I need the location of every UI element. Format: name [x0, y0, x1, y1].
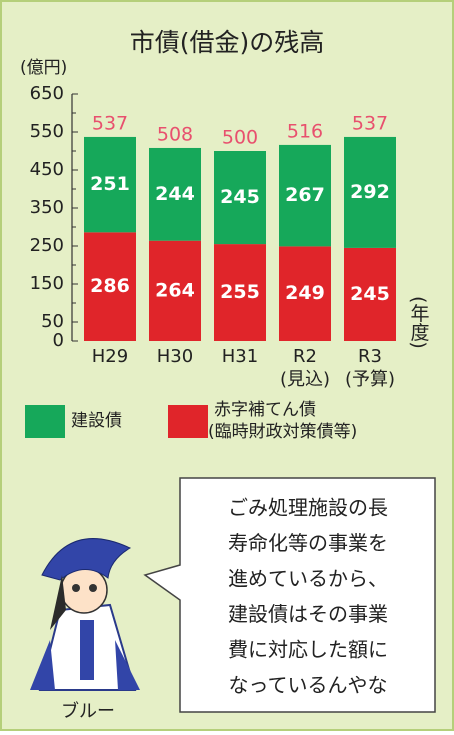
- total-label: 508: [157, 123, 193, 145]
- y-tick-label: 350: [30, 197, 64, 218]
- x-tick-label: H29: [92, 346, 128, 367]
- speech-line: 費に対応した額に: [228, 638, 388, 662]
- value-label: 267: [285, 184, 325, 206]
- value-label: 249: [285, 282, 325, 304]
- legend-label: 赤字補てん債: [214, 400, 316, 420]
- value-label: 245: [350, 283, 390, 305]
- total-label: 500: [222, 127, 258, 149]
- legend-swatch: [168, 405, 208, 438]
- chart-title: 市債(借金)の残高: [130, 28, 325, 57]
- x-tick-note: (見込): [280, 369, 330, 390]
- value-label: 245: [220, 186, 260, 208]
- total-label: 537: [92, 112, 128, 134]
- y-tick-label: 450: [30, 159, 64, 180]
- y-tick-label: 50: [41, 311, 64, 332]
- y-tick-label: 650: [30, 83, 64, 104]
- value-label: 286: [90, 275, 130, 297]
- x-tick-label: H30: [157, 346, 193, 367]
- total-label: 537: [352, 112, 388, 134]
- speech-line: 進めているから、: [228, 567, 388, 591]
- y-tick-label: 550: [30, 121, 64, 142]
- y-tick-label: 250: [30, 235, 64, 256]
- value-label: 244: [155, 183, 195, 205]
- speech-line: 寿命化等の事業を: [228, 531, 388, 555]
- x-tick-label: R2: [293, 346, 317, 367]
- value-label: 264: [155, 279, 195, 301]
- legend-label: 建設債: [71, 411, 122, 431]
- speech-line: なっているんやな: [229, 673, 388, 697]
- value-label: 292: [350, 181, 390, 203]
- legend-note: (臨時財政対策債等): [208, 422, 357, 442]
- x-axis-label: (年度): [408, 296, 430, 349]
- total-label: 516: [287, 120, 323, 142]
- x-tick-note: (予算): [345, 369, 395, 390]
- value-label: 255: [220, 281, 260, 303]
- speech-line: ごみ処理施設の長: [228, 496, 388, 520]
- y-axis-label: (億円): [20, 58, 67, 78]
- x-tick-label: R3: [358, 346, 382, 367]
- character-name: ブルー: [61, 700, 115, 722]
- x-tick-label: H31: [222, 346, 258, 367]
- y-tick-label: 150: [30, 273, 64, 294]
- page: 市債(借金)の残高 (億円) (年度) ブルー 050 150 250 350 450 5…: [0, 0, 454, 731]
- value-label: 251: [90, 173, 130, 195]
- legend-swatch: [25, 405, 65, 438]
- y-tick-label: 0: [53, 330, 64, 351]
- speech-line: 建設債はその事業: [228, 602, 388, 626]
